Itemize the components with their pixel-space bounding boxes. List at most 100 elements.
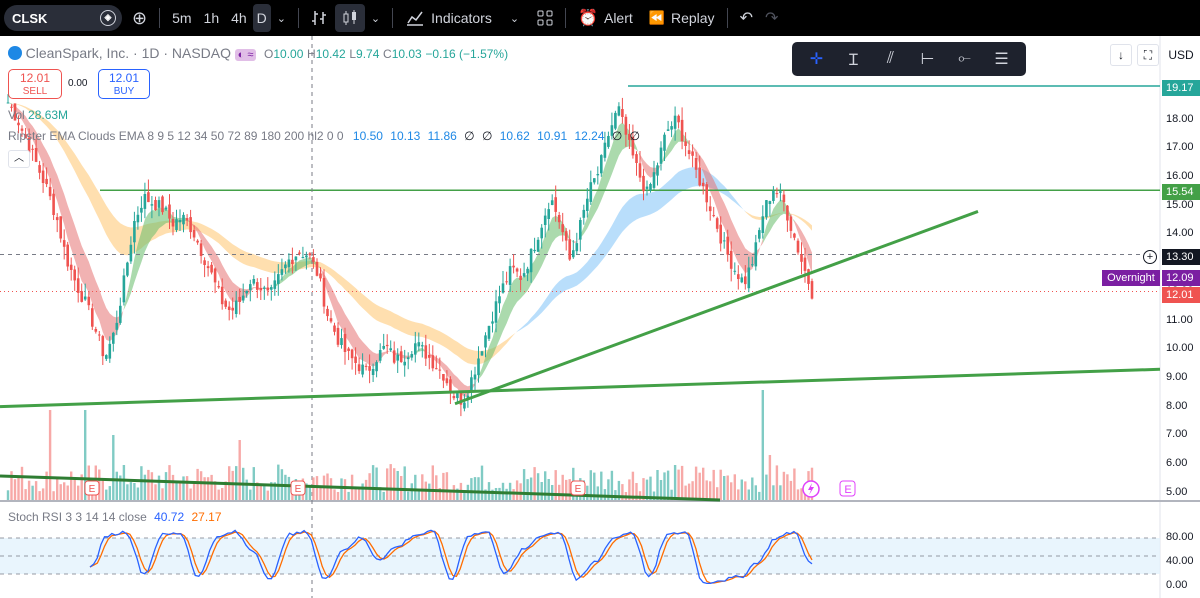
menu-lines-icon[interactable]: ☰ [994, 51, 1009, 68]
candle-body [642, 175, 645, 192]
candle-body [210, 264, 213, 273]
candle-body [722, 240, 726, 242]
volume-bar [119, 475, 122, 500]
volume-bar [171, 474, 175, 500]
toolbar-divider [392, 8, 394, 28]
volume-bar [157, 475, 161, 500]
crosshair-tool-icon[interactable]: ✛ [809, 51, 824, 68]
interval-d[interactable]: D [252, 4, 271, 32]
candle-body [428, 354, 431, 358]
indicators-button[interactable]: Indicators [399, 4, 498, 32]
trend-channel-tool-icon[interactable]: ⫽ [886, 50, 895, 67]
add-alert-plus-icon[interactable]: + [1143, 250, 1157, 264]
interval-dropdown-icon[interactable]: ⌄ [276, 12, 286, 25]
candle-body [800, 254, 803, 262]
candle-body [284, 264, 287, 269]
candle-body [396, 354, 399, 361]
volume-bar [329, 478, 333, 500]
undo-icon[interactable]: ↶ [739, 10, 753, 27]
measure-tool-icon[interactable]: ⊢ [920, 51, 935, 68]
candle-body [607, 136, 610, 147]
volume-bar [666, 470, 670, 500]
candle-body [747, 267, 751, 289]
scale-down-icon[interactable]: ↓ [1110, 44, 1132, 66]
volume-bar [175, 482, 178, 500]
candles-chart-type-icon[interactable] [334, 4, 365, 32]
close-value: 10.03 [391, 47, 422, 61]
ema-cloud-fast [640, 154, 661, 178]
interval-4h[interactable]: 4h [231, 10, 247, 26]
change-value: −0.16 (−1.57%) [425, 47, 509, 61]
price-tick-label: 14.00 [1166, 227, 1194, 240]
horizontal-line-tool-icon[interactable]: ⟜ [958, 50, 971, 67]
indicators-dropdown-icon[interactable]: ⌄ [509, 12, 520, 25]
volume-bar [80, 474, 83, 500]
candle-body [157, 200, 161, 208]
ema-cloud-slow [517, 167, 746, 332]
stoch-rsi-k-line [89, 529, 813, 585]
volume-bar [357, 489, 361, 500]
candle-body [789, 216, 793, 231]
candle-body [20, 128, 24, 131]
layouts-grid-icon[interactable] [531, 4, 559, 32]
candle-body [586, 198, 589, 211]
candle-body [80, 291, 83, 302]
text-tool-icon[interactable]: Ɪ [849, 52, 858, 69]
volume-bar [712, 469, 715, 500]
toolbar-divider [565, 8, 567, 28]
volume-bar [610, 470, 614, 500]
interval-5m[interactable]: 5m [172, 10, 192, 26]
earnings-label: E [89, 484, 96, 495]
candle-body [772, 190, 775, 201]
buy-button[interactable]: 12.01 BUY [98, 69, 150, 99]
symbol-badge-icon[interactable]: ◈ [100, 10, 116, 26]
alert-button[interactable]: ⏰ Alert [572, 4, 639, 32]
candle-body [589, 182, 593, 202]
volume-bar [751, 477, 754, 500]
redo-icon[interactable]: ↷ [764, 10, 779, 27]
candle-body [645, 186, 649, 189]
volume-bar [484, 489, 487, 500]
volume-bar [477, 477, 480, 500]
volume-bar [765, 474, 768, 500]
candle-body [133, 221, 136, 243]
candle-body [312, 257, 315, 262]
candle-body [758, 230, 761, 239]
candle-body [540, 227, 543, 239]
currency-button[interactable]: USD [1168, 48, 1194, 62]
candle-body [350, 349, 354, 359]
symbol-search[interactable]: CLSK ◈ [4, 5, 122, 31]
volume-bar [470, 478, 473, 500]
bar-chart-type-icon[interactable] [305, 4, 335, 32]
volume-bar [775, 465, 779, 500]
volume-bar [684, 485, 687, 500]
stoch-rsi-k-value: 40.72 [154, 510, 185, 524]
fullscreen-icon[interactable]: ⛶ [1137, 44, 1159, 66]
ema-value: 10.62 [499, 129, 530, 143]
replay-button[interactable]: ⏪ Replay [643, 4, 721, 32]
sell-button[interactable]: 12.01 SELL [8, 69, 62, 99]
volume-bar [41, 488, 45, 500]
candle-body [438, 369, 442, 371]
candle-body [473, 374, 477, 380]
candle-body [635, 154, 638, 163]
volume-label: Vol [8, 108, 25, 122]
earnings-label: E [295, 484, 302, 495]
high-label: H [307, 47, 316, 61]
volume-bar [508, 482, 512, 500]
volume-bar [308, 485, 312, 500]
candle-body [670, 126, 673, 130]
interval-1h[interactable]: 1h [203, 10, 220, 26]
ema-cloud-fast [11, 103, 124, 342]
add-symbol-button[interactable]: ⊕ [132, 7, 148, 28]
candle-body [182, 214, 185, 225]
chart-type-dropdown-icon[interactable]: ⌄ [370, 12, 381, 25]
candle-body [52, 193, 55, 215]
candle-body [291, 259, 294, 264]
candle-body [119, 305, 122, 323]
collapse-legend-icon[interactable]: ︿ [8, 150, 30, 168]
volume-bar [263, 485, 266, 500]
volume-bar [463, 490, 466, 500]
